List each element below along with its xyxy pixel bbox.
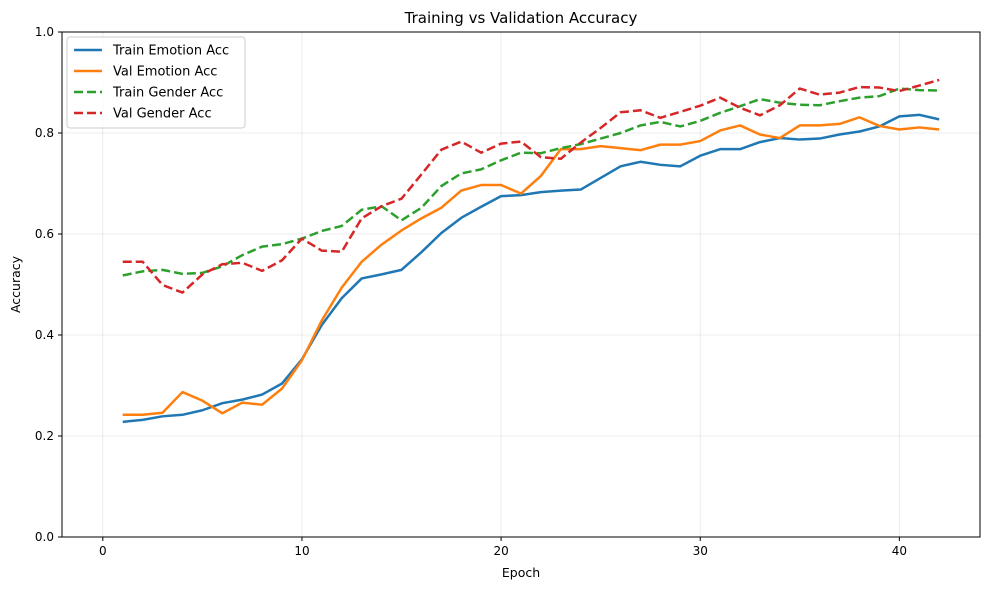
series-line-2 xyxy=(122,116,940,417)
y-tick-label: 0.2 xyxy=(35,429,54,443)
y-tick-label: 0.0 xyxy=(35,530,54,544)
y-axis-label: Accuracy xyxy=(8,255,23,313)
series-line-1 xyxy=(122,113,940,424)
y-tick-label: 1.0 xyxy=(35,25,54,39)
x-tick-label: 10 xyxy=(294,544,309,558)
x-tick-label: 0 xyxy=(99,544,107,558)
y-tick-label: 0.4 xyxy=(35,328,54,342)
y-tick-label: 0.6 xyxy=(35,227,54,241)
legend: Train Emotion Acc Val Emotion Acc Train Ge… xyxy=(66,36,246,129)
x-axis-label: Epoch xyxy=(502,565,540,580)
legend-label: Train Emotion Acc xyxy=(112,44,229,59)
y-axis-ticks: 0.0 0.2 0.4 0.6 0.8 1.0 xyxy=(35,25,62,544)
chart-title: Training vs Validation Accuracy xyxy=(404,9,638,27)
legend-label: Train Gender Acc xyxy=(112,86,223,101)
legend-label: Val Gender Acc xyxy=(113,107,212,122)
series-line-4 xyxy=(122,78,940,294)
x-tick-label: 40 xyxy=(892,544,907,558)
series-line-3 xyxy=(122,87,940,277)
legend-box xyxy=(66,36,246,129)
plot-frame xyxy=(61,31,981,538)
legend-label: Val Emotion Acc xyxy=(113,65,217,80)
x-tick-label: 30 xyxy=(693,544,708,558)
x-tick-label: 20 xyxy=(493,544,508,558)
y-tick-label: 0.8 xyxy=(35,126,54,140)
x-axis-ticks: 0 10 20 30 40 xyxy=(99,537,907,558)
series-lines xyxy=(122,78,940,424)
